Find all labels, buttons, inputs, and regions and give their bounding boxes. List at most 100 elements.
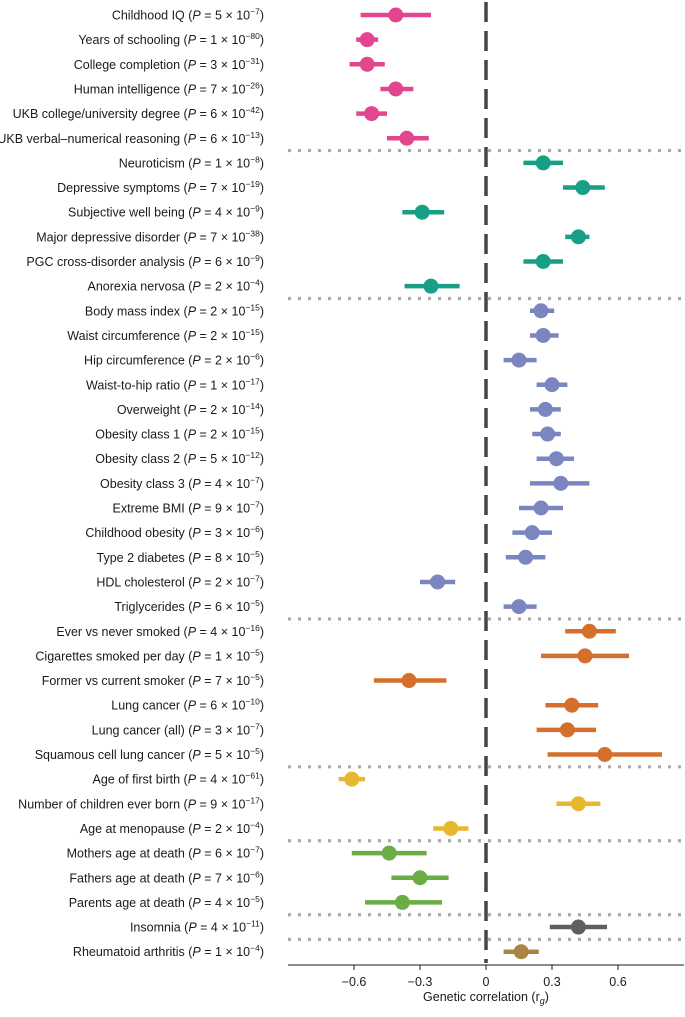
row-p-exponent: −5 [250,672,260,682]
row-p-mantissa: 4 [211,921,218,935]
row-trait-name: Ever vs never smoked [56,625,180,639]
row-p-mantissa: 8 [215,551,222,565]
row-p-exponent: −6 [250,869,260,879]
row-p-mantissa: 4 [210,773,217,787]
row-trait-name: Obesity class 3 [100,477,185,491]
row-p-exponent: −19 [245,179,260,189]
data-row: Fathers age at death (P = 7 × 10−6) [69,869,449,886]
row-p-exponent: −7 [250,721,260,731]
row-p-mantissa: 4 [215,206,222,220]
row-p-mantissa: 1 [215,649,222,663]
row-p-exponent: −16 [245,623,260,633]
point-estimate-dot [535,254,551,269]
row-label: Waist-to-hip ratio (P = 1 × 10−17) [86,376,264,392]
row-p-mantissa: 6 [215,600,222,614]
row-label: UKB college/university degree (P = 6 × 1… [13,105,264,121]
data-row: Hip circumference (P = 2 × 10−6) [84,352,537,368]
row-p-mantissa: 6 [210,132,217,146]
row-label: Type 2 diabetes (P = 8 × 10−5) [97,549,264,565]
point-estimate-dot [553,475,569,491]
row-p-mantissa: 3 [210,58,217,72]
row-p-mantissa: 7 [210,82,217,96]
row-p-exponent: −7 [250,573,260,583]
row-label: Number of children ever born (P = 9 × 10… [18,795,264,811]
row-trait-name: Age at menopause [80,822,185,836]
row-label: Triglycerides (P = 6 × 10−5) [114,598,264,614]
row-trait-name: College completion [74,58,180,72]
row-p-exponent: −42 [245,105,260,115]
row-p-exponent: −13 [245,130,260,140]
row-trait-name: Rheumatoid arthritis [73,945,185,959]
row-p-exponent: −7 [250,845,260,855]
row-trait-name: Age of first birth [93,773,181,787]
row-label: Neuroticism (P = 1 × 10−8) [119,154,264,170]
row-p-exponent: −6 [250,524,260,534]
row-label: Former vs current smoker (P = 7 × 10−5) [42,672,264,688]
row-p-exponent: −12 [245,450,260,460]
row-p-mantissa: 2 [215,354,222,368]
data-row: PGC cross-disorder analysis (P = 6 × 10−… [26,253,563,269]
point-estimate-dot [544,377,560,393]
data-row: Waist-to-hip ratio (P = 1 × 10−17) [86,376,568,393]
row-p-mantissa: 6 [215,847,222,861]
point-estimate-dot [388,81,404,97]
row-p-mantissa: 7 [210,181,217,195]
data-row: HDL cholesterol (P = 2 × 10−7) [96,573,456,590]
point-estimate-dot [535,327,551,343]
row-p-exponent: −7 [250,475,260,485]
row-p-exponent: −15 [245,327,260,337]
row-label: Ever vs never smoked (P = 4 × 10−16) [56,623,264,639]
row-p-exponent: −7 [250,500,260,510]
data-row: Overweight (P = 2 × 10−14) [117,401,561,417]
row-p-exponent: −14 [245,401,260,411]
point-estimate-dot [511,599,527,615]
row-label: Childhood obesity (P = 3 × 10−6) [85,524,264,540]
row-trait-name: Neuroticism [119,156,185,170]
data-row: UKB verbal–numerical reasoning (P = 6 × … [0,130,429,146]
point-estimate-dot [581,623,597,639]
row-trait-name: Mothers age at death [67,847,185,861]
point-estimate-dot [513,944,529,960]
data-row: Rheumatoid arthritis (P = 1 × 10−4) [73,943,539,960]
point-estimate-dot [399,130,415,146]
data-row: Subjective well being (P = 4 × 10−9) [68,204,445,220]
row-p-exponent: −5 [250,549,260,559]
point-estimate-dot [359,32,375,48]
x-axis: −0.6 −0.3 0 0.3 0.6 [288,964,684,989]
point-estimate-dot [381,845,397,861]
row-trait-name: Obesity class 1 [95,428,180,442]
data-row: Childhood IQ (P = 5 × 10−7) [112,7,431,23]
point-estimate-dot [533,303,549,319]
row-label: Human intelligence (P = 7 × 10−26) [74,80,264,96]
row-p-exponent: −61 [245,771,260,781]
row-trait-name: Childhood IQ [112,9,185,23]
point-estimate-dot [537,401,553,417]
x-axis-label-subscript: g [540,996,545,1006]
data-row: Depressive symptoms (P = 7 × 10−19) [57,179,605,196]
row-trait-name: Overweight [117,403,181,417]
x-tick-label: −0.3 [408,975,433,989]
row-p-mantissa: 4 [215,896,222,910]
row-label: College completion (P = 3 × 10−31) [74,56,264,72]
point-estimate-dot [511,352,527,368]
row-p-mantissa: 5 [215,9,222,23]
point-estimate-dot [443,820,459,836]
row-p-mantissa: 2 [210,403,217,417]
row-p-mantissa: 2 [215,280,222,294]
data-row: Years of schooling (P = 1 × 10−80) [78,31,379,48]
row-label: Years of schooling (P = 1 × 10−80) [78,31,264,47]
point-estimate-dot [575,180,591,196]
data-row: Age at menopause (P = 2 × 10−4) [80,820,469,836]
data-row: Lung cancer (P = 6 × 10−10) [111,697,599,713]
point-estimate-dot [524,525,540,541]
row-p-exponent: −4 [250,820,260,830]
row-label: Subjective well being (P = 4 × 10−9) [68,204,264,220]
row-p-mantissa: 6 [215,255,222,269]
point-estimate-dot [570,919,586,935]
row-p-exponent: −4 [250,943,260,953]
point-estimate-dot [570,229,586,245]
x-axis-label: Genetic correlation (rg) [423,990,549,1006]
row-p-mantissa: 5 [215,748,222,762]
row-p-mantissa: 2 [215,822,222,836]
